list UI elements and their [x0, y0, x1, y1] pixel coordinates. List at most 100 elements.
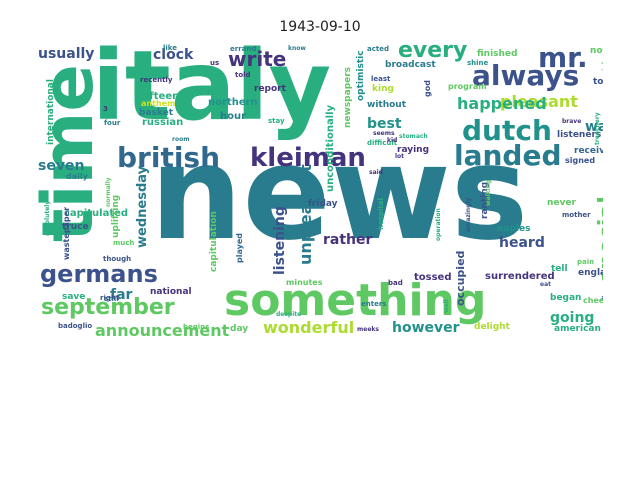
cloud-word: kleiman	[250, 143, 366, 173]
cloud-word: wednesday	[135, 165, 150, 248]
cloud-word: sick	[601, 59, 603, 75]
cloud-word: amazingly	[465, 197, 472, 232]
cloud-word: four	[104, 119, 121, 127]
cloud-word: errand	[230, 45, 257, 53]
cloud-word: delight	[474, 322, 510, 332]
cloud-word: dutch	[462, 114, 552, 147]
cloud-word: difficult	[367, 139, 398, 147]
cloud-word: day	[230, 324, 249, 334]
cloud-word: something	[224, 275, 487, 326]
cloud-word: bad	[388, 279, 403, 287]
cloud-word: brave	[562, 118, 582, 125]
cloud-word: september	[41, 295, 175, 320]
cloud-word: treachery	[594, 112, 601, 145]
cloud-word: badoglio	[58, 322, 93, 330]
cloud-word: much	[113, 239, 135, 247]
cloud-word: hour	[220, 111, 247, 122]
cloud-word: never	[547, 198, 576, 208]
cloud-word: heard	[499, 235, 545, 251]
cloud-word: unconditionally	[325, 104, 336, 192]
cloud-word: announcement	[95, 321, 230, 340]
cloud-word: pain	[577, 258, 595, 266]
cloud-word: today	[593, 77, 603, 87]
cloud-word: minutes	[286, 278, 323, 287]
cloud-word: basket	[139, 108, 174, 118]
cloud-word: far	[110, 287, 133, 303]
cloud-word: least	[371, 75, 391, 83]
cloud-word: tell	[551, 264, 568, 274]
cloud-word: rather	[323, 232, 373, 248]
cloud-word: daily	[66, 172, 88, 181]
cloud-word: absolutely	[44, 200, 51, 236]
cloud-word: friday	[308, 199, 338, 209]
cloud-word: us	[210, 59, 220, 67]
cloud-word: optimistic	[356, 50, 366, 101]
cloud-word: going	[550, 310, 595, 326]
cloud-word: well	[443, 299, 450, 313]
cloud-word: ago	[601, 295, 603, 304]
cloud-word: report	[254, 84, 286, 94]
cloud-word: received	[574, 146, 603, 156]
cloud-word: acted	[367, 45, 389, 53]
cloud-word: stomach	[399, 133, 428, 140]
cloud-word: know	[288, 45, 306, 52]
cloud-word: northern	[208, 97, 258, 108]
cloud-word: said	[369, 169, 383, 176]
cloud-word: though	[103, 255, 132, 263]
word-cloud: news italy time something kleiman dutch britis…	[37, 42, 603, 340]
cloud-word: anthem	[141, 99, 176, 108]
cloud-word: russian	[142, 117, 184, 128]
cloud-word: despite	[276, 311, 302, 318]
cloud-word: listeners	[557, 130, 602, 140]
cloud-word: hospital	[377, 198, 385, 230]
cloud-word: war	[585, 119, 603, 135]
cloud-word: national	[150, 287, 192, 297]
cloud-word: program	[448, 82, 487, 91]
cloud-word: began	[550, 293, 582, 303]
cloud-word: landed	[454, 139, 562, 172]
cloud-word: mr.	[538, 42, 588, 74]
cloud-word: truce	[62, 222, 89, 232]
cloud-word: walking	[485, 179, 492, 206]
cloud-word: every	[398, 42, 468, 63]
cloud-word: uplifting	[111, 194, 121, 238]
cloud-word: fifteen	[142, 91, 180, 102]
cloud-word: american	[554, 324, 601, 334]
cloud-word: best	[367, 116, 402, 132]
cloud-word: eat	[540, 281, 551, 288]
cloud-word: always	[472, 59, 580, 92]
cloud-word: operation	[435, 208, 442, 241]
cloud-word: clock	[153, 47, 194, 63]
cloud-word: tossed	[414, 272, 452, 283]
cloud-word: usually	[38, 46, 95, 62]
cloud-word: stay	[268, 117, 285, 125]
cloud-word: germans	[40, 260, 158, 288]
cloud-word: seven	[38, 158, 85, 174]
cloud-word: pleasant	[500, 92, 578, 111]
cloud-word: capitulated	[64, 208, 129, 219]
cloud-word: british	[117, 141, 221, 174]
cloud-word: england	[578, 268, 603, 278]
cloud-word: save	[62, 292, 86, 302]
cloud-word: lot	[395, 153, 405, 160]
cloud-word: listening	[272, 206, 288, 275]
cloud-word: told	[235, 71, 251, 79]
cloud-word: kid	[387, 137, 398, 144]
cloud-word: broadcast	[385, 60, 436, 70]
cloud-word: begins	[183, 323, 210, 331]
figure-title: 1943-09-10	[279, 19, 361, 35]
cloud-word: shine	[467, 59, 489, 67]
cloud-word: enters	[361, 300, 387, 308]
cloud-word: without	[367, 100, 407, 110]
cloud-word: meeks	[357, 326, 379, 333]
cloud-word: finished	[477, 49, 518, 59]
cloud-word: surrendered	[485, 271, 555, 282]
cloud-word: unpleasant	[296, 164, 315, 265]
cloud-word: happened	[457, 94, 547, 113]
cloud-word: wonderful	[263, 318, 355, 337]
cloud-word: king	[372, 84, 394, 94]
cloud-word: god	[423, 80, 432, 97]
cloud-word: cheerful	[583, 296, 603, 305]
cloud-word: right	[100, 294, 120, 302]
